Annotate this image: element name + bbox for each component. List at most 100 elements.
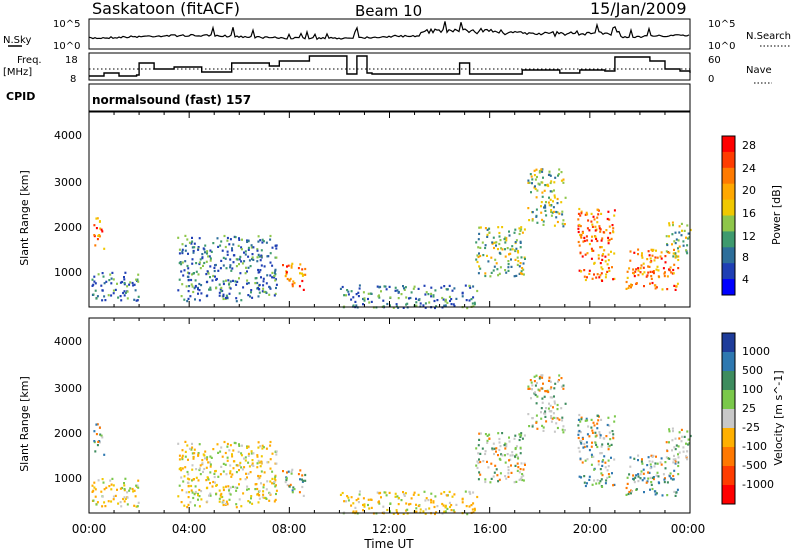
velocity-cell — [406, 508, 409, 511]
power-cell — [235, 297, 238, 300]
power-cell — [260, 264, 263, 267]
power-cell — [643, 271, 646, 274]
velocity-ytick-4000: 4000 — [54, 335, 82, 348]
velocity-cell — [376, 491, 379, 494]
power-cell — [670, 271, 673, 274]
velocity-cell — [642, 472, 645, 475]
velocity-cell — [103, 501, 106, 504]
power-cell — [513, 275, 516, 278]
power-cell — [603, 249, 606, 252]
velocity-cell — [647, 477, 650, 480]
velocity-cell — [548, 376, 551, 379]
power-cell — [488, 231, 491, 234]
power-cell — [247, 248, 250, 251]
power-cell — [269, 252, 272, 255]
power-cell — [673, 284, 676, 287]
velocity-cell — [541, 397, 544, 400]
power-cell — [290, 264, 293, 267]
velocity-cell — [504, 461, 507, 464]
power-cell — [625, 287, 628, 290]
power-cbar-swatch — [722, 199, 735, 216]
velocity-cell — [520, 476, 523, 479]
velocity-cell — [114, 494, 117, 497]
power-cell — [417, 287, 420, 290]
power-cell — [671, 233, 674, 236]
velocity-cell — [608, 424, 611, 427]
velocity-cell — [613, 415, 616, 418]
velocity-cell — [594, 441, 597, 444]
velocity-cell — [251, 459, 254, 462]
velocity-cell — [299, 469, 302, 472]
power-cell — [544, 204, 547, 207]
velocity-cell — [671, 449, 673, 452]
velocity-cell — [256, 462, 259, 465]
power-cell — [93, 280, 96, 283]
power-cell — [269, 261, 272, 264]
velocity-cell — [94, 450, 97, 453]
velocity-cell — [432, 501, 435, 504]
power-cell — [289, 277, 292, 280]
power-cell — [403, 288, 406, 291]
velocity-cell — [481, 447, 484, 450]
power-cell — [556, 202, 559, 205]
velocity-cell — [269, 467, 272, 470]
power-cell — [198, 299, 201, 302]
velocity-cell — [134, 495, 137, 498]
power-cell — [507, 263, 510, 266]
velocity-cell — [629, 456, 632, 459]
velocity-cell — [498, 437, 501, 441]
velocity-cell — [135, 484, 138, 487]
power-cbar-swatch — [722, 231, 735, 248]
noise-left-tick-top: 10^5 — [53, 19, 80, 30]
power-cell — [256, 249, 259, 252]
power-cell — [98, 220, 101, 223]
velocity-cell — [244, 478, 247, 481]
power-cell — [101, 289, 104, 292]
power-cell — [682, 244, 685, 247]
power-cell — [275, 256, 278, 259]
velocity-cell — [133, 504, 136, 507]
velocity-cell — [186, 470, 189, 474]
power-cell — [536, 221, 539, 224]
velocity-cell — [536, 427, 539, 430]
power-cell — [362, 291, 365, 294]
power-cell — [358, 284, 361, 287]
xtick-0800: 08:00 — [272, 522, 307, 536]
power-cell — [209, 276, 211, 279]
velocity-cell — [583, 442, 586, 445]
power-cell — [591, 223, 594, 226]
power-cell — [509, 248, 512, 251]
velocity-cell — [229, 493, 232, 496]
velocity-cell — [395, 509, 398, 512]
velocity-cell — [508, 459, 510, 462]
velocity-cell — [112, 484, 115, 487]
power-cell — [261, 241, 264, 244]
power-cell — [651, 281, 654, 285]
power-cell — [404, 286, 407, 289]
power-colorbar — [722, 136, 735, 296]
velocity-cell — [450, 509, 453, 512]
power-cell — [501, 226, 504, 229]
velocity-cell — [238, 443, 240, 446]
power-cell — [560, 201, 563, 204]
power-cell — [230, 269, 233, 272]
power-cell — [222, 297, 225, 301]
power-cell — [642, 262, 645, 265]
velocity-cell — [673, 446, 676, 449]
velocity-cell — [554, 382, 557, 385]
power-cell — [208, 288, 210, 291]
velocity-cell — [415, 503, 417, 506]
power-cbar-swatch — [722, 183, 735, 201]
velocity-cell — [612, 433, 615, 436]
velocity-cell — [547, 390, 550, 394]
power-cell — [217, 269, 220, 272]
velocity-cell — [191, 479, 193, 482]
velocity-cell — [269, 444, 272, 447]
velocity-cell — [119, 501, 122, 504]
velocity-cell — [672, 461, 675, 464]
power-cell — [634, 270, 637, 273]
velocity-cell — [225, 502, 227, 506]
velocity-cell — [482, 460, 485, 463]
velocity-cell — [535, 414, 538, 417]
